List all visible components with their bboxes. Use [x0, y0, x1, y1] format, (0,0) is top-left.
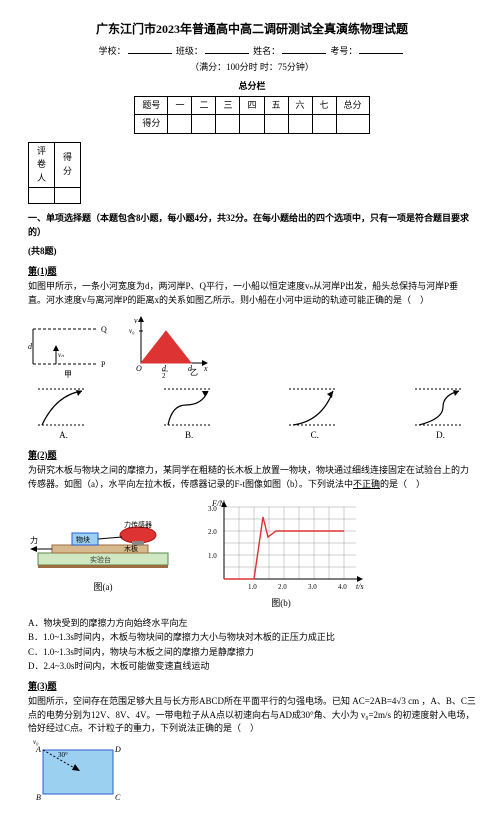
q2-text-under: 不正确	[353, 479, 380, 489]
examno-label: 考号：	[330, 46, 357, 56]
q2-fig-a: 实验台 木板 物块 力传感器 力	[28, 513, 178, 581]
svg-text:C: C	[115, 793, 121, 802]
svg-text:2.0: 2.0	[278, 583, 287, 591]
svg-text:实验台: 实验台	[90, 555, 111, 564]
q1-head: 第(1)题	[28, 265, 476, 279]
school-label: 学校：	[99, 46, 126, 56]
cell: 二	[192, 96, 216, 115]
svg-text:1.0: 1.0	[208, 552, 217, 560]
cell: 一	[168, 96, 192, 115]
q2-head: 第(2)题	[28, 449, 476, 463]
svg-text:甲: 甲	[64, 370, 72, 379]
opt-label: D.	[436, 429, 445, 443]
svg-text:3.0: 3.0	[208, 505, 217, 513]
svg-text:vₙ: vₙ	[58, 351, 64, 359]
cell: 七	[312, 96, 336, 115]
q1-fig-jia: Q P d vₙ 甲	[28, 319, 108, 379]
name-label: 姓名：	[253, 46, 280, 56]
q2-opt-b: B．1.0~1.3s时间内，木板与物块间的摩擦力大小与物块对木板的正压力成正比	[28, 631, 476, 645]
figb-caption: 图(b)	[196, 597, 366, 611]
svg-text:v: v	[134, 316, 138, 325]
school-blank	[128, 44, 172, 54]
svg-text:t/s: t/s	[356, 582, 364, 591]
opt-label: C.	[311, 429, 319, 443]
score-header: 总分栏	[28, 80, 476, 94]
svg-text:B: B	[36, 793, 41, 802]
q2-opt-d: D．2.4~3.0s时间内，木板可能做变速直线运动	[28, 660, 476, 674]
cell: 四	[240, 96, 264, 115]
q1-opt-a: A.	[36, 385, 91, 443]
score-table: 题号 一 二 三 四 五 六 七 总分 得分	[134, 96, 369, 134]
q2-text: 为研究木板与物块之间的摩擦力，某同学在粗糙的长木板上放置一物块，物块通过细线连接…	[28, 464, 476, 491]
svg-text:v₀: v₀	[129, 327, 135, 335]
q1-yi-label: 乙	[164, 367, 224, 379]
svg-text:3.0: 3.0	[308, 583, 317, 591]
opt-label: A.	[59, 429, 68, 443]
svg-text:O: O	[136, 364, 142, 373]
cell: 三	[216, 96, 240, 115]
page-title: 广东江门市2023年普通高中高二调研测试全真演练物理试题	[28, 20, 476, 38]
q3-head: 第(3)题	[28, 680, 476, 694]
cell: 题号	[135, 96, 168, 115]
svg-text:D: D	[114, 745, 121, 754]
cell: 得分	[55, 142, 81, 188]
class-label: 班级：	[176, 46, 203, 56]
meta-line-1: 学校： 班级： 姓名： 考号：	[28, 44, 476, 59]
q1-figures: Q P d vₙ 甲 v v₀ O d 2 d x 乙	[28, 313, 476, 379]
cell: 总分	[336, 96, 369, 115]
figa-caption: 图(a)	[28, 581, 178, 595]
table-row: 得分	[135, 115, 369, 134]
svg-text:力传感器: 力传感器	[124, 520, 152, 529]
q1-options: A. B. C. D.	[36, 385, 468, 443]
section-1-title: 一、单项选择题（本题包含8小题，每小题4分，共32分。在每小题给出的四个选项中，…	[28, 212, 476, 239]
q3-figure: A D B C v₀ 30°	[28, 738, 128, 808]
svg-text:1.0: 1.0	[248, 583, 257, 591]
svg-text:4.0: 4.0	[338, 583, 347, 591]
q2-fig-b: F/N t/s 3.0 2.0 1.0 1.0 2.0 3.0 4.0	[196, 497, 366, 597]
examno-blank	[359, 44, 403, 54]
q1-opt-c: C.	[287, 385, 342, 443]
meta-line-2: （满分：100分时 时：75分钟）	[28, 61, 476, 75]
svg-text:物块: 物块	[76, 535, 90, 544]
section-1-sub: (共8题)	[28, 245, 476, 259]
cell: 六	[288, 96, 312, 115]
cell: 五	[264, 96, 288, 115]
svg-text:A: A	[35, 745, 41, 754]
opt-label: B.	[185, 429, 193, 443]
svg-text:Q: Q	[101, 325, 107, 334]
name-blank	[282, 44, 326, 54]
table-row: 题号 一 二 三 四 五 六 七 总分	[135, 96, 369, 115]
svg-text:力: 力	[30, 535, 38, 545]
cell: 得分	[135, 115, 168, 134]
class-blank	[205, 44, 249, 54]
svg-text:d: d	[28, 342, 33, 351]
svg-text:30°: 30°	[58, 751, 68, 759]
svg-text:木板: 木板	[124, 544, 138, 553]
q2-opt-c: C．1.0~1.3s时间内，物块与木板之间的摩擦力是静摩擦力	[28, 646, 476, 660]
q1-opt-d: D.	[413, 385, 468, 443]
cell: 评卷人	[29, 142, 55, 188]
q2-opt-a: A．物块受到的摩擦力方向始终水平向左	[28, 617, 476, 631]
q2-figures: 实验台 木板 物块 力传感器 力 图(a) F/N t/s 3.0 2.0 1.…	[28, 497, 476, 611]
q2-options: A．物块受到的摩擦力方向始终水平向左 B．1.0~1.3s时间内，木板与物块间的…	[28, 617, 476, 674]
q2-text-b: 的是（ ）	[380, 479, 425, 489]
svg-text:v₀: v₀	[33, 738, 39, 746]
svg-text:P: P	[101, 360, 106, 369]
q3-text: 如图所示，空间存在范围足够大且与长方形ABCD所在平面平行的匀强电场。已知 AC…	[28, 695, 476, 736]
grader-table: 评卷人得分	[28, 142, 81, 205]
svg-text:2.0: 2.0	[208, 528, 217, 536]
q1-opt-b: B.	[162, 385, 217, 443]
q1-text: 如图甲所示，一条小河宽度为d，两河岸P、Q平行，一小船以恒定速度vₙ从河岸P出发…	[28, 280, 476, 307]
